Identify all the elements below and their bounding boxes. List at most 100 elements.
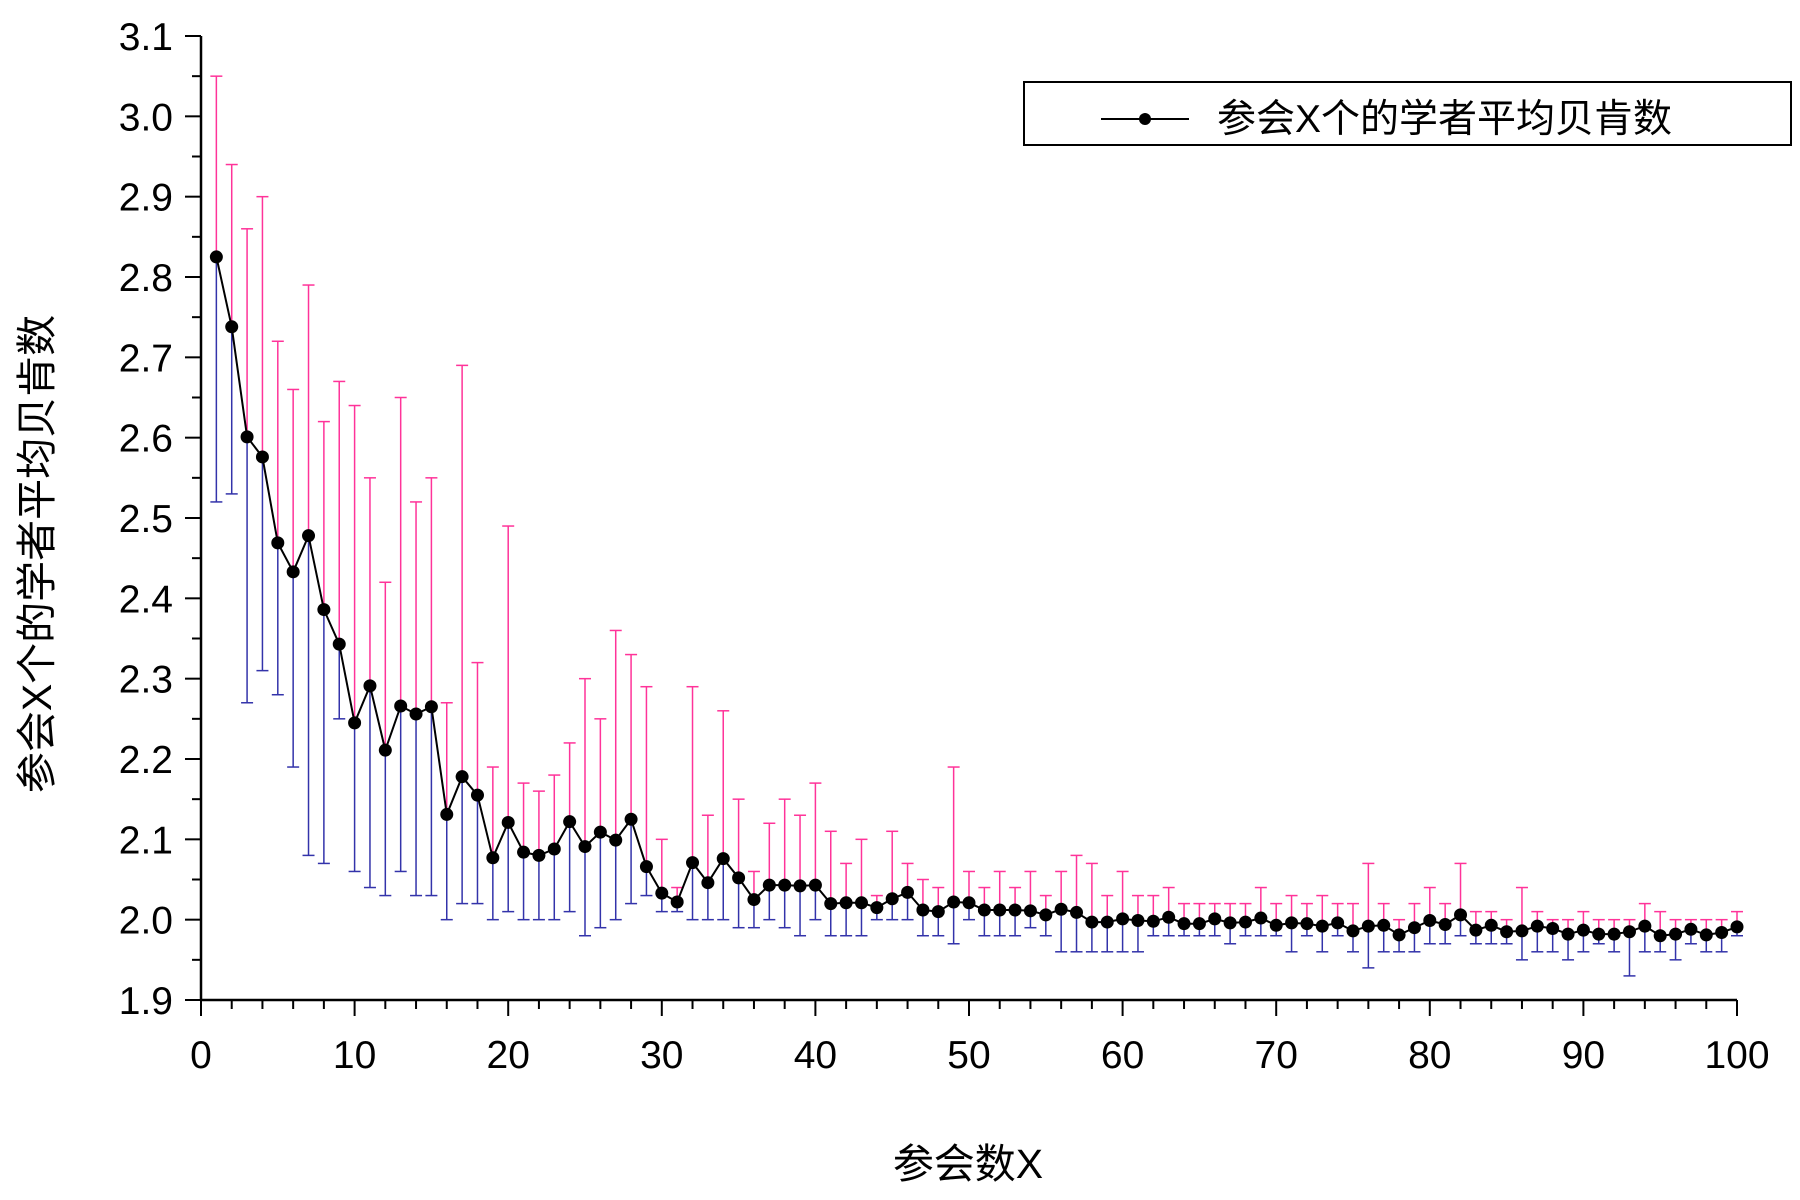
y-tick-label: 2.8 bbox=[119, 257, 173, 300]
x-tick-label: 20 bbox=[487, 1034, 530, 1077]
data-point bbox=[1546, 922, 1560, 936]
data-point bbox=[1715, 926, 1729, 940]
y-tick-label: 2.7 bbox=[119, 337, 173, 380]
data-point bbox=[686, 856, 700, 870]
data-point bbox=[363, 679, 377, 693]
data-point bbox=[1653, 929, 1667, 943]
data-point bbox=[517, 845, 531, 859]
data-point bbox=[1469, 923, 1483, 937]
data-point bbox=[1377, 918, 1391, 932]
series-line-layer bbox=[215, 256, 1738, 937]
data-point bbox=[470, 788, 484, 802]
data-point bbox=[1407, 921, 1421, 935]
y-tick-label: 3.1 bbox=[119, 16, 173, 59]
y-tick-label: 3.0 bbox=[119, 96, 173, 139]
data-point bbox=[609, 833, 623, 847]
data-point bbox=[409, 707, 423, 721]
data-point bbox=[1269, 918, 1283, 932]
legend-box bbox=[1023, 81, 1792, 146]
data-point bbox=[1008, 903, 1022, 917]
data-point bbox=[332, 637, 346, 651]
data-point bbox=[624, 812, 638, 826]
data-point bbox=[1346, 924, 1360, 938]
data-point bbox=[1730, 920, 1744, 934]
x-tick-label: 10 bbox=[333, 1034, 376, 1077]
data-point bbox=[747, 893, 761, 907]
data-point bbox=[1592, 927, 1606, 941]
data-point bbox=[778, 878, 792, 892]
data-point bbox=[424, 700, 438, 714]
data-point bbox=[1638, 919, 1652, 933]
data-point bbox=[670, 895, 684, 909]
data-point bbox=[1146, 914, 1160, 928]
x-tick-label: 40 bbox=[794, 1034, 837, 1077]
data-point bbox=[1100, 915, 1114, 929]
axes: 0 10 20 30 40 50 60 70 80 90 100 1.9 2.0 2.1 2.2 2.3 2.4… bbox=[119, 16, 1770, 1077]
x-tick-label: 80 bbox=[1408, 1034, 1451, 1077]
data-point bbox=[931, 905, 945, 919]
y-tick-label: 2.4 bbox=[119, 578, 173, 621]
data-point bbox=[870, 901, 884, 915]
data-point bbox=[793, 879, 807, 893]
data-point bbox=[1684, 922, 1698, 936]
data-point bbox=[348, 716, 362, 730]
data-point bbox=[394, 699, 408, 713]
data-point bbox=[1622, 925, 1636, 939]
data-point bbox=[1576, 923, 1590, 937]
data-point bbox=[1530, 919, 1544, 933]
legend-label: 参会X个的学者平均贝肯数 bbox=[1217, 98, 1672, 141]
series-markers bbox=[209, 250, 1744, 943]
x-tick-label: 70 bbox=[1255, 1034, 1298, 1077]
y-tick-label: 2.9 bbox=[119, 177, 173, 220]
data-point bbox=[762, 878, 776, 892]
y-tick-label: 2.6 bbox=[119, 418, 173, 461]
data-point bbox=[501, 815, 515, 829]
y-tick-label: 2.1 bbox=[119, 819, 173, 862]
data-point bbox=[732, 871, 746, 885]
y-tick-label: 2.2 bbox=[119, 739, 173, 782]
data-point bbox=[1561, 927, 1575, 941]
data-point bbox=[593, 825, 607, 839]
x-axis-title: 参会数X bbox=[893, 1141, 1043, 1187]
x-tick-label: 90 bbox=[1562, 1034, 1605, 1077]
data-point bbox=[1192, 917, 1206, 931]
data-point bbox=[286, 565, 300, 579]
data-point bbox=[1500, 925, 1514, 939]
data-point bbox=[271, 536, 285, 550]
data-point bbox=[1070, 905, 1084, 919]
data-point bbox=[547, 842, 561, 856]
data-point bbox=[563, 815, 577, 829]
x-tick-label: 30 bbox=[640, 1034, 683, 1077]
data-point bbox=[839, 896, 853, 910]
y-tick-label: 2.3 bbox=[119, 659, 173, 702]
data-point bbox=[378, 743, 392, 757]
data-point bbox=[255, 450, 269, 464]
data-point bbox=[1607, 927, 1621, 941]
y-tick-label: 2.5 bbox=[119, 498, 173, 541]
data-point bbox=[440, 807, 454, 821]
x-tick-label: 50 bbox=[947, 1034, 990, 1077]
x-tick-label: 100 bbox=[1704, 1034, 1769, 1077]
data-point bbox=[1423, 913, 1437, 927]
data-point bbox=[993, 903, 1007, 917]
data-point bbox=[302, 529, 316, 543]
data-point bbox=[824, 897, 838, 911]
data-point bbox=[1515, 924, 1529, 938]
data-point bbox=[209, 250, 223, 264]
data-point bbox=[1039, 908, 1053, 922]
data-point bbox=[1361, 919, 1375, 933]
data-point bbox=[455, 770, 469, 784]
data-point bbox=[1131, 913, 1145, 927]
data-point bbox=[1484, 918, 1498, 932]
legend-marker-sample bbox=[1139, 113, 1151, 125]
data-point bbox=[1699, 928, 1713, 942]
x-tick-label: 60 bbox=[1101, 1034, 1144, 1077]
data-point bbox=[655, 886, 669, 900]
data-point bbox=[1023, 904, 1037, 918]
data-point bbox=[639, 860, 653, 874]
y-axis-title: 参会X个的学者平均贝肯数 bbox=[14, 315, 60, 793]
data-point bbox=[1238, 915, 1252, 929]
data-point bbox=[1392, 928, 1406, 942]
